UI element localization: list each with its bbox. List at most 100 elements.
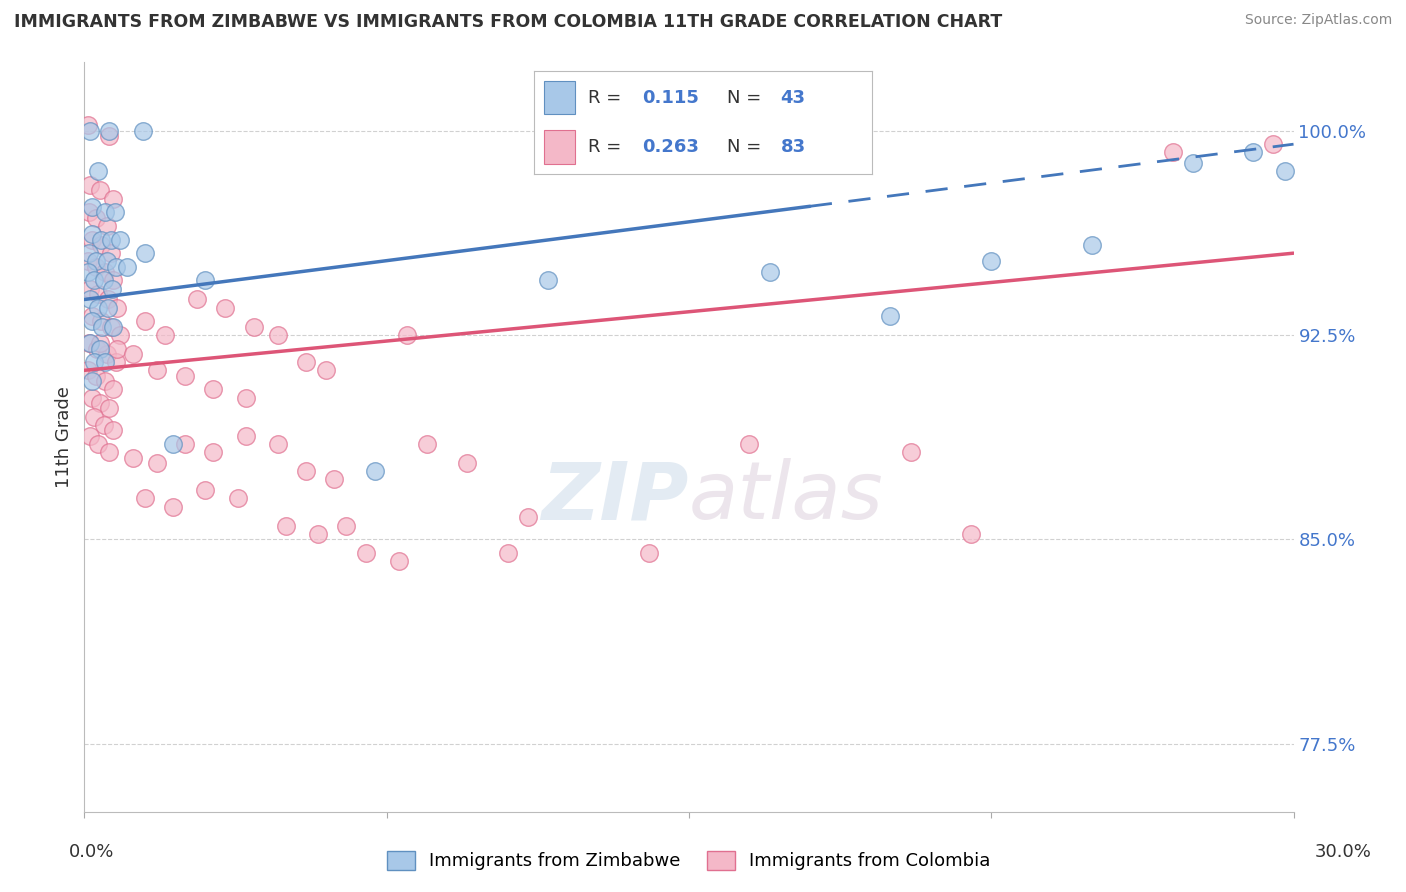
Point xyxy=(86,254,108,268)
Point xyxy=(1081,238,1104,252)
Point xyxy=(87,301,110,315)
Point xyxy=(89,396,111,410)
Point xyxy=(77,336,100,351)
Point xyxy=(738,437,761,451)
Point xyxy=(105,342,128,356)
Point xyxy=(90,314,112,328)
Point xyxy=(98,401,121,416)
Text: atlas: atlas xyxy=(689,458,884,536)
Point xyxy=(103,273,125,287)
Point xyxy=(162,437,184,451)
Point xyxy=(363,464,385,478)
Point xyxy=(174,437,197,451)
Point xyxy=(79,428,101,442)
Text: N =: N = xyxy=(727,88,761,106)
Point xyxy=(637,546,659,560)
Point xyxy=(1263,137,1285,152)
Text: 0.0%: 0.0% xyxy=(69,843,114,861)
Point xyxy=(82,314,104,328)
Point xyxy=(97,301,120,315)
Point xyxy=(83,409,105,424)
FancyBboxPatch shape xyxy=(544,130,575,163)
Point xyxy=(295,355,318,369)
Point xyxy=(100,233,122,247)
Point xyxy=(1161,145,1184,160)
Text: R =: R = xyxy=(588,138,621,156)
Point xyxy=(315,363,337,377)
Point xyxy=(295,464,318,478)
Point xyxy=(104,260,127,274)
Text: R =: R = xyxy=(588,88,621,106)
Point xyxy=(97,445,120,459)
Point xyxy=(87,437,110,451)
Point xyxy=(1241,145,1264,160)
Point xyxy=(153,327,176,342)
Point xyxy=(132,123,155,137)
Point xyxy=(104,205,127,219)
Point xyxy=(307,526,329,541)
Point xyxy=(93,205,115,219)
Point xyxy=(87,287,110,301)
Point xyxy=(960,526,983,541)
Point xyxy=(96,219,118,233)
Point xyxy=(77,118,100,132)
Point xyxy=(89,336,111,351)
Point xyxy=(79,336,101,351)
Point xyxy=(90,238,112,252)
Point xyxy=(77,246,100,260)
Point xyxy=(97,123,120,137)
Text: Source: ZipAtlas.com: Source: ZipAtlas.com xyxy=(1244,13,1392,28)
Point xyxy=(335,518,357,533)
Text: 30.0%: 30.0% xyxy=(1315,843,1371,861)
Point xyxy=(100,319,122,334)
Point xyxy=(202,445,225,459)
Point xyxy=(186,293,208,307)
Point xyxy=(496,546,519,560)
Point xyxy=(146,456,169,470)
Point xyxy=(121,347,143,361)
Point xyxy=(758,265,780,279)
Point xyxy=(146,363,169,377)
Point xyxy=(86,211,108,225)
Point xyxy=(93,417,115,432)
Point xyxy=(89,342,111,356)
Point xyxy=(83,273,105,287)
Point xyxy=(356,546,378,560)
Text: 43: 43 xyxy=(780,88,806,106)
Text: ZIP: ZIP xyxy=(541,458,689,536)
Point xyxy=(103,383,125,397)
Point xyxy=(879,309,901,323)
Text: 0.263: 0.263 xyxy=(643,138,699,156)
Point xyxy=(388,554,411,568)
Point xyxy=(134,246,156,260)
Point xyxy=(80,391,103,405)
Point xyxy=(162,500,184,514)
Point xyxy=(235,391,257,405)
Point xyxy=(93,355,115,369)
Point xyxy=(82,200,104,214)
Text: 83: 83 xyxy=(780,138,806,156)
Point xyxy=(235,428,257,442)
Point xyxy=(80,233,103,247)
Point xyxy=(91,319,114,334)
Point xyxy=(87,164,110,178)
Point xyxy=(83,355,105,369)
Point xyxy=(134,314,156,328)
Point xyxy=(104,355,127,369)
Point xyxy=(96,347,118,361)
Point xyxy=(100,246,122,260)
Point xyxy=(395,327,418,342)
Point xyxy=(80,227,103,241)
Point xyxy=(416,437,439,451)
Text: N =: N = xyxy=(727,138,761,156)
Legend: Immigrants from Zimbabwe, Immigrants from Colombia: Immigrants from Zimbabwe, Immigrants fro… xyxy=(380,844,998,878)
Point xyxy=(194,273,217,287)
Text: 0.115: 0.115 xyxy=(643,88,699,106)
Point xyxy=(1274,164,1296,178)
Point xyxy=(84,260,107,274)
Point xyxy=(97,128,120,143)
Point xyxy=(101,319,124,334)
Point xyxy=(103,423,125,437)
Point xyxy=(101,192,124,206)
Y-axis label: 11th Grade: 11th Grade xyxy=(55,386,73,488)
